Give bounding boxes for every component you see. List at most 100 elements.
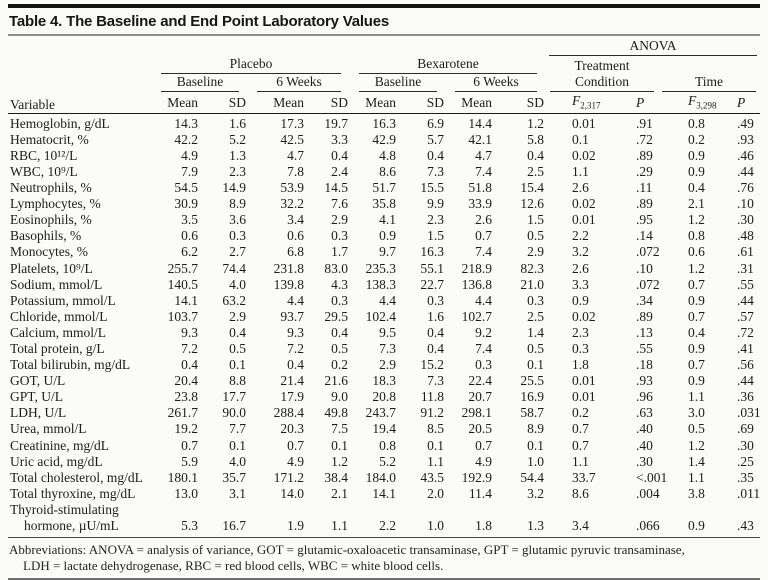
value-cell: 1.5 bbox=[527, 212, 544, 228]
group-header-time: Time bbox=[658, 56, 760, 92]
value-cell: 0.02 bbox=[572, 147, 596, 163]
value-cell: 0.3 bbox=[527, 292, 544, 308]
row-label: Neutrophils, % bbox=[10, 180, 92, 196]
value-cell: 2.9 bbox=[229, 308, 246, 324]
value-cell: 2.5 bbox=[527, 163, 544, 179]
value-cell: 9.5 bbox=[379, 324, 396, 340]
row-label: Urea, mmol/L bbox=[10, 421, 87, 437]
value-cell: 2.0 bbox=[427, 485, 444, 501]
value-cell: 5.2 bbox=[229, 131, 246, 147]
value-cell: 139.8 bbox=[273, 276, 304, 292]
value-cell: 0.02 bbox=[572, 308, 596, 324]
value-cell: 5.7 bbox=[427, 131, 444, 147]
table-header: Variable ANOVA Placebo Bexarotene Treatm… bbox=[8, 38, 761, 114]
value-cell: 1.1 bbox=[688, 469, 705, 485]
value-cell: 20.3 bbox=[280, 421, 304, 437]
col-header-sd: SD bbox=[306, 92, 350, 114]
value-cell: 0.01 bbox=[572, 212, 596, 228]
value-cell: 0.4 bbox=[688, 180, 705, 196]
value-cell: 0.7 bbox=[688, 276, 705, 292]
value-cell: .61 bbox=[737, 244, 754, 260]
value-cell: 1.2 bbox=[331, 453, 348, 469]
value-cell: 1.4 bbox=[527, 324, 544, 340]
time-label: Time bbox=[662, 74, 757, 92]
value-cell: 58.7 bbox=[520, 405, 544, 421]
row-label: Basophils, % bbox=[10, 228, 82, 244]
value-cell: 3.3 bbox=[572, 276, 589, 292]
value-cell: 14.5 bbox=[324, 180, 348, 196]
value-cell: 16.9 bbox=[520, 389, 544, 405]
value-cell: 12.6 bbox=[520, 196, 544, 212]
value-cell: 0.5 bbox=[527, 228, 544, 244]
value-cell: 0.4 bbox=[527, 147, 544, 163]
value-cell: 42.2 bbox=[174, 131, 198, 147]
value-cell: 0.8 bbox=[688, 228, 705, 244]
value-cell: 1.7 bbox=[331, 244, 348, 260]
value-cell: 0.9 bbox=[688, 373, 705, 389]
col-header-mean: Mean bbox=[350, 92, 398, 114]
value-cell: 0.6 bbox=[181, 228, 198, 244]
value-cell: 4.3 bbox=[331, 276, 348, 292]
value-cell: 14.0 bbox=[280, 485, 304, 501]
table-row: Eosinophils, % 3.5 3.6 3.4 2.9 4.1 2.3 2.6 1.5 0.… bbox=[8, 212, 760, 228]
table-row: Total cholesterol, mg/dL 180.1 35.7 171.2 38… bbox=[8, 470, 760, 486]
value-cell: 7.2 bbox=[181, 341, 198, 356]
value-cell: 288.4 bbox=[273, 405, 304, 421]
value-cell: 14.4 bbox=[468, 115, 492, 131]
table-row: RBC, 10¹²/L 4.9 1.3 4.7 0.4 4.8 0.4 4.7 0.4 0.02.… bbox=[8, 148, 760, 164]
value-cell: 7.3 bbox=[379, 341, 396, 356]
value-cell: 1.0 bbox=[527, 453, 544, 469]
value-cell: .13 bbox=[636, 324, 653, 340]
value-cell: 20.7 bbox=[468, 389, 492, 405]
value-cell: .89 bbox=[636, 147, 653, 163]
value-cell: .30 bbox=[636, 453, 653, 469]
value-cell: 0.4 bbox=[331, 147, 348, 163]
value-cell: 0.3 bbox=[427, 292, 444, 308]
value-cell: .93 bbox=[737, 131, 754, 147]
value-cell: 2.7 bbox=[229, 244, 246, 260]
value-cell: 255.7 bbox=[167, 260, 198, 276]
value-cell: 4.4 bbox=[287, 292, 304, 308]
table-row: Monocytes, % 6.2 2.7 6.8 1.7 9.7 16.3 7.4 2.9 3.2… bbox=[8, 244, 760, 260]
value-cell: 63.2 bbox=[222, 292, 246, 308]
table-row: Total bilirubin, mg/dL 0.4 0.1 0.4 0.2 2.9 15.… bbox=[8, 357, 760, 373]
table-row: Hemoglobin, g/dL 14.3 1.6 17.3 19.7 16.3 6.9 14… bbox=[8, 113, 760, 132]
value-cell: 0.9 bbox=[688, 147, 705, 163]
value-cell: 2.9 bbox=[527, 244, 544, 260]
value-cell: 51.8 bbox=[468, 180, 492, 196]
anova-label: ANOVA bbox=[549, 38, 758, 56]
value-cell: 1.8 bbox=[475, 518, 492, 534]
value-cell: 55.1 bbox=[420, 260, 444, 276]
value-cell: 2.2 bbox=[379, 518, 396, 534]
value-cell: 16.3 bbox=[420, 244, 444, 260]
value-cell: 0.9 bbox=[572, 292, 589, 308]
value-cell: 0.7 bbox=[688, 308, 705, 324]
value-cell: 1.6 bbox=[229, 115, 246, 131]
value-cell: 2.1 bbox=[688, 196, 705, 212]
value-cell: 0.3 bbox=[331, 292, 348, 308]
value-cell: .69 bbox=[737, 421, 754, 437]
value-cell: 8.9 bbox=[229, 196, 246, 212]
value-cell: 0.01 bbox=[572, 115, 596, 131]
value-cell: 0.9 bbox=[688, 518, 705, 534]
value-cell: 0.2 bbox=[572, 405, 589, 421]
value-cell: 0.1 bbox=[229, 357, 246, 373]
value-cell: 22.4 bbox=[468, 373, 492, 389]
value-cell: 11.4 bbox=[468, 485, 492, 501]
row-label: Thyroid-stimulating hormone, µU/mL bbox=[10, 501, 119, 534]
value-cell: 4.0 bbox=[229, 453, 246, 469]
value-cell: 9.3 bbox=[181, 324, 198, 340]
value-cell: 4.7 bbox=[475, 147, 492, 163]
value-cell: .25 bbox=[737, 453, 754, 469]
table-row: Thyroid-stimulating hormone, µU/mL 5.3 16.7… bbox=[8, 502, 760, 534]
value-cell: .30 bbox=[737, 212, 754, 228]
baseline-label: Baseline bbox=[359, 74, 437, 92]
value-cell: .91 bbox=[636, 115, 653, 131]
footnote-line-2: LDH = lactate dehydrogenase, RBC = red b… bbox=[23, 557, 444, 573]
value-cell: 3.3 bbox=[331, 131, 348, 147]
value-cell: 2.1 bbox=[331, 485, 348, 501]
value-cell: 0.4 bbox=[427, 147, 444, 163]
value-cell: 7.4 bbox=[475, 341, 492, 356]
value-cell: 0.7 bbox=[475, 228, 492, 244]
value-cell: 2.2 bbox=[572, 228, 589, 244]
